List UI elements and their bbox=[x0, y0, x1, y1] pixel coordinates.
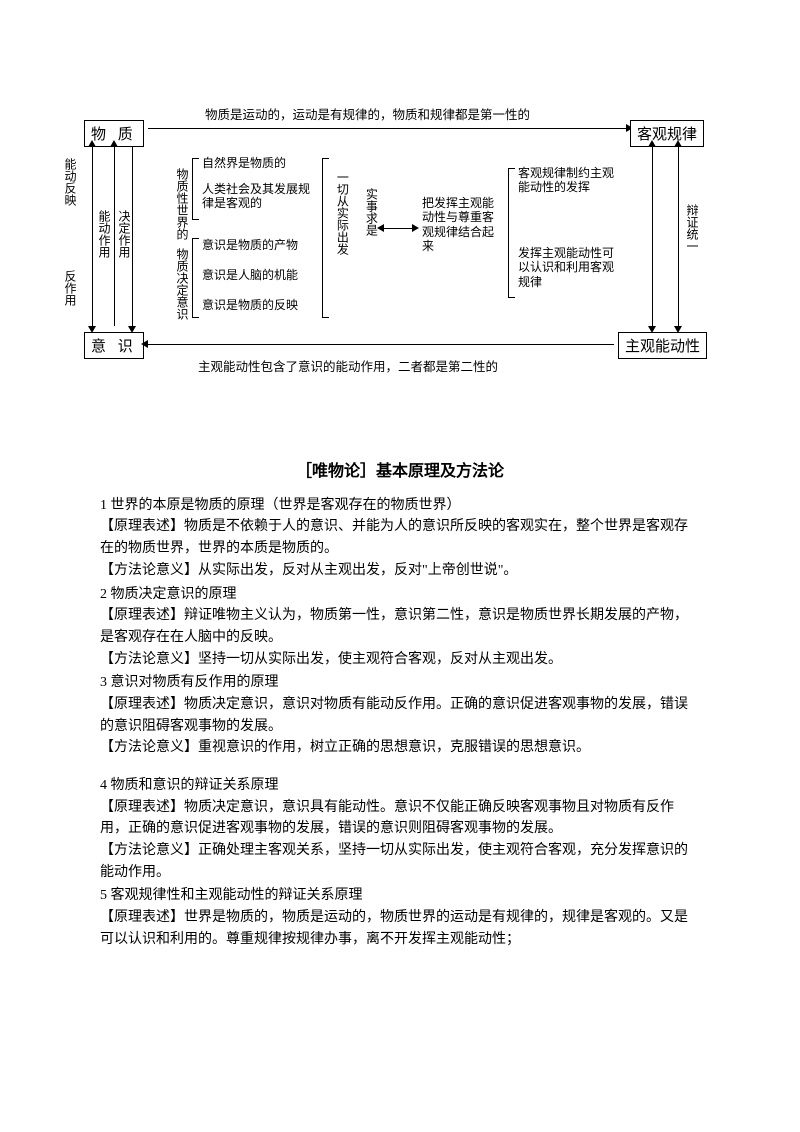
gb-3: 意识是物质的反映 bbox=[202, 298, 298, 312]
s4-num: 4 bbox=[100, 778, 107, 793]
mid-arrow-line bbox=[384, 228, 412, 229]
s3-principle: 【原理表述】物质决定意识，意识对物质有能动反作用。正确的意识促进客观事物的发展，… bbox=[100, 694, 700, 737]
rg-2: 发挥主观能动性可以认识和利用客观规律 bbox=[518, 246, 618, 289]
bottom-arrow-line bbox=[148, 344, 614, 345]
left-head-outer-d bbox=[88, 326, 96, 333]
right-line-2 bbox=[678, 146, 679, 326]
center-v1: 一切从实际出发 bbox=[334, 170, 350, 256]
right-head-2d bbox=[674, 326, 682, 333]
box-law: 客观规律 bbox=[630, 120, 704, 147]
label-reflect: 能动反映 bbox=[64, 158, 76, 206]
right-head-1u bbox=[648, 140, 656, 147]
s4-heading: 物质和意识的辩证关系原理 bbox=[111, 778, 279, 793]
page-root: 物质是运动的，运动是有规律的，物质和规律都是第一性的 物 质 客观规律 意 识 … bbox=[0, 110, 800, 951]
gb-2: 意识是人脑的机能 bbox=[202, 268, 298, 282]
left-line-action bbox=[114, 146, 115, 326]
top-arrow-line bbox=[148, 128, 626, 129]
bracket-right bbox=[508, 168, 515, 298]
ga-1: 自然界是物质的 bbox=[202, 156, 286, 170]
article: ［唯物论］基本原理及方法论 1 世界的本原是物质的原理（世界是客观存在的物质世界… bbox=[100, 460, 700, 951]
section-1: 1 世界的本原是物质的原理（世界是客观存在的物质世界） 【原理表述】物质是不依赖… bbox=[100, 495, 700, 582]
s4-method: 【方法论意义】正确处理主客观关系，坚持一切从实际出发，使主观符合客观，充分发挥意… bbox=[100, 840, 700, 883]
s5-num: 5 bbox=[100, 888, 107, 903]
s1-heading: 世界的本原是物质的原理（世界是客观存在的物质世界） bbox=[111, 498, 461, 513]
left-head-outer-u bbox=[88, 140, 96, 147]
box-consciousness: 意 识 bbox=[84, 332, 144, 359]
mid-arrow-head-r bbox=[412, 224, 419, 232]
s2-principle: 【原理表述】辩证唯物主义认为，物质第一性，意识第二性，意识是物质世界长期发展的产… bbox=[100, 605, 700, 648]
section-4: 4 物质和意识的辩证关系原理 【原理表述】物质决定意识，意识具有能动性。意识不仅… bbox=[100, 775, 700, 883]
top-caption: 物质是运动的，运动是有规律的，物质和规律都是第一性的 bbox=[205, 108, 530, 123]
right-line-1 bbox=[652, 146, 653, 326]
s3-method: 【方法论意义】重视意识的作用，树立正确的思想意识，克服错误的思想意识。 bbox=[100, 737, 700, 759]
bracket-a bbox=[192, 158, 199, 220]
mid-arrow-head-l bbox=[377, 224, 384, 232]
right-head-2u bbox=[674, 140, 682, 147]
s3-heading: 意识对物质有反作用的原理 bbox=[111, 675, 279, 690]
label-determine: 决定作用 bbox=[118, 210, 130, 258]
s5-heading: 客观规律性和主观能动性的辩证关系原理 bbox=[111, 888, 363, 903]
section-5: 5 客观规律性和主观能动性的辩证关系原理 【原理表述】世界是物质的，物质是运动的… bbox=[100, 885, 700, 950]
s4-principle: 【原理表述】物质决定意识，意识具有能动性。意识不仅能正确反映客观事物且对物质有反… bbox=[100, 797, 700, 840]
s3-num: 3 bbox=[100, 675, 107, 690]
bottom-caption: 主观能动性包含了意识的能动作用，二者都是第二性的 bbox=[198, 360, 498, 375]
ga-2: 人类社会及其发展规律是客观的 bbox=[202, 182, 312, 211]
bottom-arrow-head bbox=[141, 340, 148, 348]
s1-method: 【方法论意义】从实际出发，反对从主观出发，反对"上帝创世说"。 bbox=[100, 560, 700, 582]
box-agency: 主观能动性 bbox=[618, 332, 707, 359]
group-a-label: 物质性世界的 bbox=[162, 168, 188, 240]
label-counter: 反作用 bbox=[64, 270, 76, 306]
group-b-label: 物质决定意识 bbox=[162, 248, 188, 320]
concept-diagram: 物质是运动的，运动是有规律的，物质和规律都是第一性的 物 质 客观规律 意 识 … bbox=[70, 110, 730, 400]
right-head-1d bbox=[648, 326, 656, 333]
s2-method: 【方法论意义】坚持一切从实际出发，使主观符合客观，反对从主观出发。 bbox=[100, 649, 700, 671]
left-line-outer bbox=[92, 146, 93, 326]
right-vlabel: 辩证统一 bbox=[686, 204, 698, 252]
left-head-determine bbox=[128, 326, 136, 333]
left-line-determine bbox=[132, 146, 133, 326]
label-action: 能动作用 bbox=[98, 210, 110, 258]
rg-1: 客观规律制约主观能动性的发挥 bbox=[518, 166, 618, 195]
mid-right: 把发挥主观能动性与尊重客观规律结合起来 bbox=[422, 196, 500, 254]
s2-num: 2 bbox=[100, 587, 107, 602]
gb-1: 意识是物质的产物 bbox=[202, 238, 298, 252]
article-title: ［唯物论］基本原理及方法论 bbox=[100, 460, 700, 485]
section-3: 3 意识对物质有反作用的原理 【原理表述】物质决定意识，意识对物质有能动反作用。… bbox=[100, 672, 700, 759]
left-head-action bbox=[110, 140, 118, 147]
bracket-b bbox=[192, 238, 199, 318]
s2-heading: 物质决定意识的原理 bbox=[111, 587, 237, 602]
s1-principle: 【原理表述】物质是不依赖于人的意识、并能为人的意识所反映的客观实在，整个世界是客… bbox=[100, 516, 700, 559]
s5-principle: 【原理表述】世界是物质的，物质是运动的，物质世界的运动是有规律的，规律是客观的。… bbox=[100, 907, 700, 950]
bracket-center bbox=[322, 158, 329, 318]
section-2: 2 物质决定意识的原理 【原理表述】辩证唯物主义认为，物质第一性，意识第二性，意… bbox=[100, 584, 700, 671]
s1-num: 1 bbox=[100, 498, 107, 513]
